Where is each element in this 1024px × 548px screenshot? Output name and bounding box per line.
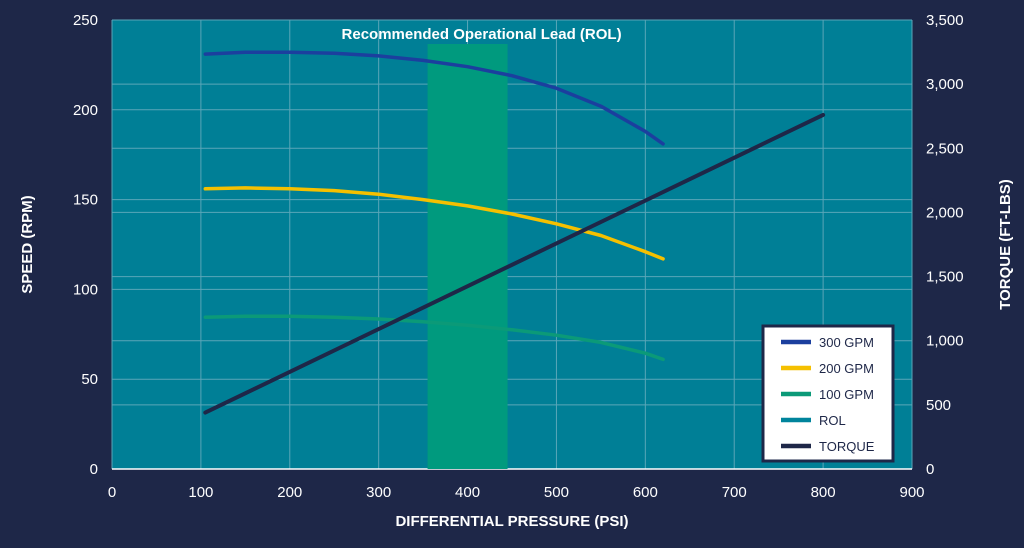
- y-right-tick-label: 1,500: [926, 269, 964, 286]
- x-tick-label: 0: [108, 484, 116, 501]
- x-tick-labels: 0 100 200 300 400 500 600 700 800 900: [108, 484, 925, 501]
- x-tick-label: 200: [277, 484, 302, 501]
- x-tick-label: 100: [188, 484, 213, 501]
- legend-label: ROL: [819, 413, 846, 428]
- x-tick-label: 300: [366, 484, 391, 501]
- y-left-tick-label: 0: [90, 461, 98, 478]
- series-layer: [203, 50, 826, 415]
- y-left-tick-label: 100: [73, 281, 98, 298]
- series-line-300-gpm: [203, 50, 665, 146]
- y-right-tick-label: 500: [926, 397, 951, 414]
- y-right-tick-label: 0: [926, 461, 934, 478]
- y-right-tick-label: 3,000: [926, 76, 964, 93]
- y-left-tick-label: 250: [73, 12, 98, 29]
- x-tick-label: 900: [899, 484, 924, 501]
- series-line-torque: [203, 112, 826, 415]
- x-tick-label: 800: [811, 484, 836, 501]
- y-left-tick-label: 150: [73, 192, 98, 209]
- y-right-tick-label: 1,000: [926, 333, 964, 350]
- legend-label: 300 GPM: [819, 335, 874, 350]
- series-line-200-gpm: [203, 186, 665, 261]
- x-tick-label: 700: [722, 484, 747, 501]
- x-tick-label: 400: [455, 484, 480, 501]
- series-line-100-gpm: [203, 314, 665, 362]
- legend-label: TORQUE: [819, 439, 875, 454]
- y-left-axis-title: SPEED (RPM): [19, 195, 36, 293]
- x-tick-label: 600: [633, 484, 658, 501]
- legend-label: 100 GPM: [819, 387, 874, 402]
- y-left-tick-label: 200: [73, 102, 98, 119]
- x-axis-title: DIFFERENTIAL PRESSURE (PSI): [395, 513, 628, 530]
- rol-label: Recommended Operational Lead (ROL): [342, 26, 622, 43]
- y-right-tick-labels: 0 500 1,000 1,500 2,000 2,500 3,000 3,500: [926, 12, 964, 478]
- y-right-tick-label: 3,500: [926, 12, 964, 29]
- legend: 300 GPM 200 GPM 100 GPM ROL TORQUE: [761, 324, 895, 463]
- y-right-axis-title: TORQUE (FT-LBS): [997, 179, 1014, 310]
- y-left-tick-label: 50: [81, 371, 98, 388]
- y-left-tick-labels: 0 50 100 150 200 250: [73, 12, 98, 478]
- x-tick-label: 500: [544, 484, 569, 501]
- y-right-tick-label: 2,000: [926, 204, 964, 221]
- y-right-tick-label: 2,500: [926, 140, 964, 157]
- rol-band: [427, 44, 508, 469]
- legend-label: 200 GPM: [819, 361, 874, 376]
